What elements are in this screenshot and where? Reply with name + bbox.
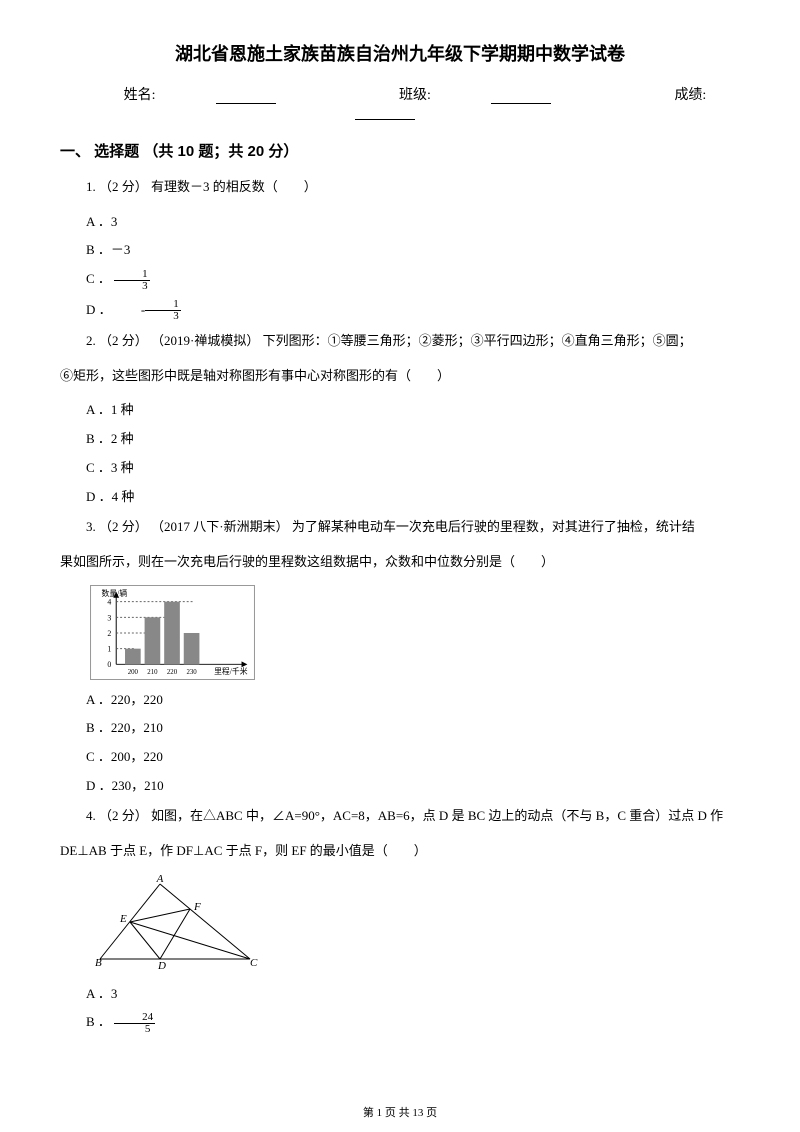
page-title: 湖北省恩施土家族苗族自治州九年级下学期期中数学试卷	[60, 40, 740, 66]
q1-stem: 1. （2 分） 有理数－3 的相反数（ ）	[60, 175, 740, 200]
svg-text:E: E	[119, 913, 127, 925]
svg-text:1: 1	[107, 644, 111, 653]
q4-opt-b: B ． 245	[60, 1010, 740, 1035]
q4-b-prefix: B ．	[86, 1014, 111, 1029]
q1-d-prefix: D ．	[86, 302, 112, 317]
info-row: 姓名: 班级: 成绩:	[60, 84, 740, 120]
name-label: 姓名:	[124, 88, 156, 103]
page-footer: 第 1 页 共 13 页	[0, 1104, 800, 1120]
q3-bar-chart: 1 2 3 4 0 200 210 220 230 数量/辆 里程/千米	[90, 585, 255, 680]
q1-opt-b: B ．－3	[60, 238, 740, 263]
section-header: 一、 选择题 （共 10 题；共 20 分）	[60, 140, 740, 161]
name-blank[interactable]	[216, 90, 276, 104]
class-blank[interactable]	[491, 90, 551, 104]
q1-c-prefix: C ．	[86, 271, 111, 286]
q2-stem-b: ⑥矩形，这些图形中既是轴对称图形有事中心对称图形的有（ ）	[60, 364, 740, 389]
q1-opt-a: A ．3	[60, 210, 740, 235]
q1-opt-d: D ． - 13	[60, 298, 740, 323]
q2-opt-a: A ．1 种	[60, 398, 740, 423]
q4-stem-b: DE⊥AB 于点 E，作 DF⊥AC 于点 F，则 EF 的最小值是（ ）	[60, 839, 740, 864]
svg-text:220: 220	[167, 669, 178, 676]
neg-fraction-icon: - 13	[115, 298, 181, 323]
q1-opt-c: C ． 13	[60, 267, 740, 292]
score-label: 成绩:	[674, 88, 706, 103]
q3-opt-d: D ．230，210	[60, 774, 740, 799]
svg-text:F: F	[193, 901, 201, 913]
q4-stem-a: 4. （2 分） 如图，在△ABC 中，∠A=90°，AC=8，AB=6，点 D…	[60, 804, 740, 829]
svg-text:里程/千米: 里程/千米	[214, 666, 248, 676]
q3-opt-c: C ．200，220	[60, 745, 740, 770]
svg-text:A: A	[156, 874, 164, 885]
fraction-icon: 245	[114, 1012, 155, 1035]
svg-text:3: 3	[107, 613, 111, 622]
q4-opt-a: A ．3	[60, 982, 740, 1007]
svg-text:230: 230	[186, 669, 197, 676]
q3-stem-a: 3. （2 分） （2017 八下·新洲期末） 为了解某种电动车一次充电后行驶的…	[60, 515, 740, 540]
score-blank[interactable]	[355, 106, 415, 120]
svg-text:200: 200	[128, 669, 139, 676]
q2-opt-b: B ．2 种	[60, 427, 740, 452]
q2-opt-c: C ．3 种	[60, 456, 740, 481]
fraction-icon: 13	[114, 269, 150, 292]
q2-opt-d: D ．4 种	[60, 485, 740, 510]
q2-stem-a: 2. （2 分） （2019·禅城模拟） 下列图形：①等腰三角形；②菱形；③平行…	[60, 329, 740, 354]
svg-text:C: C	[250, 957, 258, 969]
q4-triangle-diagram: A B C D E F	[90, 874, 265, 974]
svg-text:2: 2	[107, 629, 111, 638]
q3-opt-a: A ．220，220	[60, 688, 740, 713]
svg-text:0: 0	[107, 660, 111, 669]
svg-text:4: 4	[107, 597, 111, 606]
svg-text:210: 210	[147, 669, 158, 676]
q3-stem-b: 果如图所示，则在一次充电后行驶的里程数这组数据中，众数和中位数分别是（ ）	[60, 550, 740, 575]
svg-text:B: B	[95, 957, 102, 969]
svg-text:D: D	[157, 960, 166, 972]
svg-text:数量/辆: 数量/辆	[102, 587, 128, 597]
class-label: 班级:	[399, 88, 431, 103]
q3-opt-b: B ．220，210	[60, 716, 740, 741]
